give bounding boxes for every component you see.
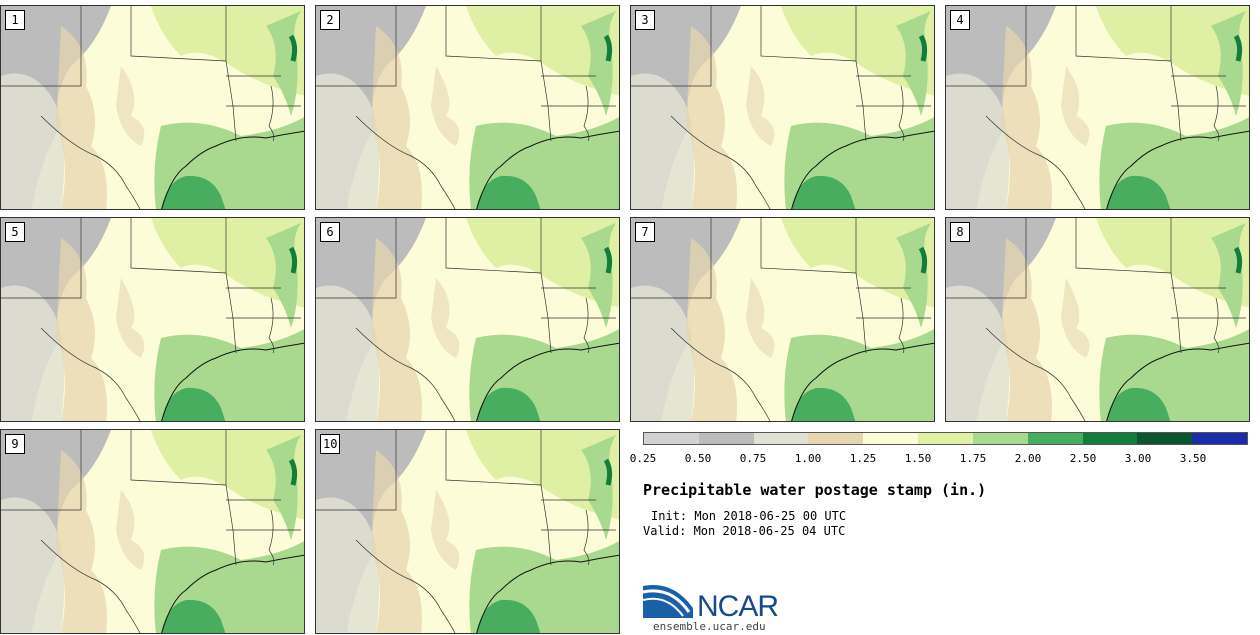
stamp-panel: 4 (945, 5, 1250, 210)
valid-time: Valid: Mon 2018-06-25 04 UTC (643, 524, 846, 538)
member-map (631, 218, 934, 421)
colorbar-boxes (643, 432, 1248, 445)
init-time: Init: Mon 2018-06-25 00 UTC (651, 509, 847, 523)
member-number: 5 (5, 222, 25, 242)
member-number: 3 (635, 10, 655, 30)
colorbar-box (918, 433, 973, 444)
colorbar-tick-label: 3.00 (1124, 452, 1152, 465)
member-number: 1 (5, 10, 25, 30)
colorbar-box (863, 433, 919, 444)
member-map (316, 218, 619, 421)
member-number: 8 (950, 222, 970, 242)
member-number: 10 (320, 434, 341, 454)
member-map (946, 6, 1249, 209)
member-map (316, 430, 619, 633)
member-number: 6 (320, 222, 340, 242)
stamp-panel: 3 (630, 5, 935, 210)
colorbar-tick-label: 0.75 (739, 452, 767, 465)
member-map (1, 6, 304, 209)
colorbar-box (698, 433, 754, 444)
member-map (946, 218, 1249, 421)
ncar-logo-icon (643, 584, 693, 618)
chart-title: Precipitable water postage stamp (in.) (643, 481, 987, 499)
colorbar-box (1082, 433, 1138, 444)
colorbar-tick-label: 1.75 (959, 452, 987, 465)
member-map (1, 430, 304, 633)
member-map (316, 6, 619, 209)
ncar-logo-text: NCAR (697, 590, 779, 623)
colorbar-tick-label: 1.00 (794, 452, 822, 465)
member-number: 7 (635, 222, 655, 242)
stamp-panel: 1 (0, 5, 305, 210)
member-map (631, 6, 934, 209)
colorbar-box (808, 433, 864, 444)
member-number: 2 (320, 10, 340, 30)
stamp-panel: 5 (0, 217, 305, 422)
colorbar-box (972, 433, 1028, 444)
colorbar-box (753, 433, 809, 444)
stamp-panel: 9 (0, 429, 305, 634)
colorbar-tick-label: 2.00 (1014, 452, 1042, 465)
stamp-panel: 10 (315, 429, 620, 634)
colorbar-box (1137, 433, 1193, 444)
colorbar-tick-label: 1.50 (904, 452, 932, 465)
stamp-panel: 6 (315, 217, 620, 422)
colorbar-box (1192, 433, 1247, 444)
colorbar-tick-label: 0.50 (684, 452, 712, 465)
colorbar-box (1027, 433, 1083, 444)
member-number: 9 (5, 434, 25, 454)
stamp-panel: 8 (945, 217, 1250, 422)
member-map (1, 218, 304, 421)
stamp-panel: 2 (315, 5, 620, 210)
colorbar-tick-label: 2.50 (1069, 452, 1097, 465)
colorbar-tick-label: 1.25 (849, 452, 877, 465)
colorbar-box (644, 433, 699, 444)
colorbar-tick-label: 0.25 (629, 452, 657, 465)
stamp-panel: 7 (630, 217, 935, 422)
colorbar-tick-label: 3.50 (1179, 452, 1207, 465)
logo-url: ensemble.ucar.edu (653, 620, 766, 633)
member-number: 4 (950, 10, 970, 30)
